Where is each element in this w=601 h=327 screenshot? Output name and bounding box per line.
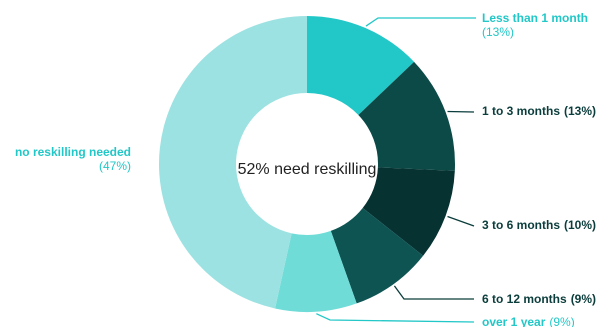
label-pct-no-reskilling-needed: (47%) [99,159,131,173]
label-1-to-3-months: 1 to 3 months (13%) [482,104,596,118]
leader-line-over-1-year [316,313,475,323]
label-no-reskilling-needed: no reskilling needed (47%) [15,145,131,173]
slice-less-than-1-month [307,16,415,115]
label-3-to-6-months: 3 to 6 months (10%) [482,218,596,232]
label-name-6-to-12-months: 6 to 12 months [482,292,567,306]
leader-line-1-to-3-months [447,110,475,113]
label-name-over-1-year: over 1 year [482,315,546,327]
label-name-3-to-6-months: 3 to 6 months [482,218,560,232]
slice-labels: Less than 1 month (13%)1 to 3 months (13%)… [15,11,596,327]
slice-3-to-6-months [362,167,455,256]
slice-1-to-3-months [358,61,455,171]
label-name-less-than-1-month: Less than 1 month [482,11,588,25]
slice-6-to-12-months [330,208,424,304]
slice-no-reskilling-needed [158,16,307,309]
label-pct-6-to-12-months: (9%) [571,292,596,306]
label-pct-1-to-3-months: (13%) [564,104,596,118]
label-6-to-12-months: 6 to 12 months (9%) [482,292,596,306]
leader-line-6-to-12-months [393,285,474,300]
label-name-no-reskilling-needed: no reskilling needed [15,145,131,159]
center-label: 52% need reskilling [238,161,377,178]
label-name-1-to-3-months: 1 to 3 months [482,104,560,118]
label-pct-less-than-1-month: (13%) [482,25,514,39]
donut-slices [158,16,455,313]
label-pct-over-1-year: (9%) [549,315,574,327]
slice-over-1-year [275,230,357,313]
leader-lines [316,17,476,323]
label-pct-3-to-6-months: (10%) [564,218,596,232]
label-less-than-1-month: Less than 1 month (13%) [482,11,588,39]
leader-line-3-to-6-months [447,215,475,227]
label-over-1-year: over 1 year (9%) [482,315,575,327]
leader-line-less-than-1-month [365,17,476,27]
